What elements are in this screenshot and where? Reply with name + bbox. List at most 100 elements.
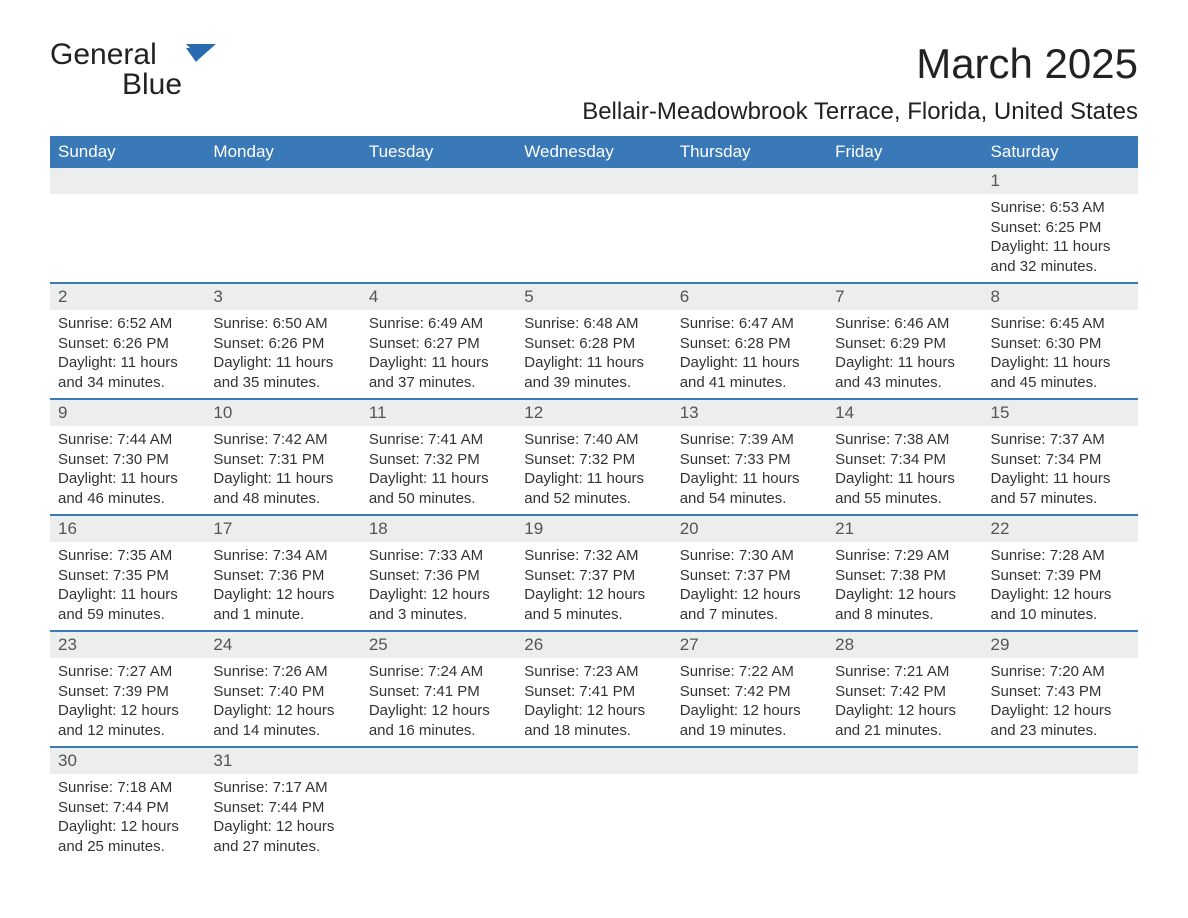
day-number: 15 [983,400,1138,426]
sunrise-line: Sunrise: 7:33 AM [369,546,508,566]
sunrise-line: Sunrise: 7:35 AM [58,546,197,566]
calendar-day-number-cell [205,168,360,194]
calendar-day-content-cell: Sunrise: 6:52 AMSunset: 6:26 PMDaylight:… [50,310,205,399]
day-header: Saturday [983,136,1138,168]
sunrise-line: Sunrise: 7:21 AM [835,662,974,682]
day-number: 31 [205,748,360,774]
day-number: 29 [983,632,1138,658]
calendar-day-number-cell [672,168,827,194]
sunset-line: Sunset: 7:42 PM [680,682,819,702]
calendar-day-content-cell: Sunrise: 6:53 AMSunset: 6:25 PMDaylight:… [983,194,1138,283]
day-content [516,194,671,224]
calendar-day-number-cell [361,747,516,774]
calendar-day-number-cell: 13 [672,399,827,426]
calendar-day-number-cell: 1 [983,168,1138,194]
sunrise-line: Sunrise: 7:29 AM [835,546,974,566]
sunset-line: Sunset: 6:28 PM [680,334,819,354]
sunrise-line: Sunrise: 7:37 AM [991,430,1130,450]
day-content: Sunrise: 7:29 AMSunset: 7:38 PMDaylight:… [827,542,982,630]
calendar-day-number-cell: 3 [205,283,360,310]
day-content: Sunrise: 7:22 AMSunset: 7:42 PMDaylight:… [672,658,827,746]
calendar-day-content-cell: Sunrise: 7:20 AMSunset: 7:43 PMDaylight:… [983,658,1138,747]
calendar-day-number-cell: 22 [983,515,1138,542]
day-number: 26 [516,632,671,658]
calendar-day-number-cell: 4 [361,283,516,310]
daylight-line: Daylight: 11 hours and 34 minutes. [58,353,197,392]
calendar-day-number-cell: 8 [983,283,1138,310]
calendar-day-content-cell [516,194,671,283]
calendar-day-number-cell [983,747,1138,774]
calendar-tbody: 1 Sunrise: 6:53 AMSunset: 6:25 PMDayligh… [50,168,1138,862]
day-number: 8 [983,284,1138,310]
sunrise-line: Sunrise: 7:26 AM [213,662,352,682]
calendar-day-content-cell: Sunrise: 7:22 AMSunset: 7:42 PMDaylight:… [672,658,827,747]
calendar-day-number-cell: 30 [50,747,205,774]
calendar-thead: SundayMondayTuesdayWednesdayThursdayFrid… [50,136,1138,168]
day-content: Sunrise: 6:53 AMSunset: 6:25 PMDaylight:… [983,194,1138,282]
calendar-day-content-cell: Sunrise: 7:40 AMSunset: 7:32 PMDaylight:… [516,426,671,515]
daylight-line: Daylight: 11 hours and 37 minutes. [369,353,508,392]
calendar-day-content-cell: Sunrise: 7:29 AMSunset: 7:38 PMDaylight:… [827,542,982,631]
calendar-day-content-cell [672,194,827,283]
calendar-day-number-cell: 25 [361,631,516,658]
day-number: 6 [672,284,827,310]
calendar-day-number-cell: 5 [516,283,671,310]
daylight-line: Daylight: 11 hours and 50 minutes. [369,469,508,508]
calendar-day-number-cell [50,168,205,194]
sunrise-line: Sunrise: 6:52 AM [58,314,197,334]
calendar-day-content-cell: Sunrise: 7:24 AMSunset: 7:41 PMDaylight:… [361,658,516,747]
sunrise-line: Sunrise: 7:24 AM [369,662,508,682]
sunset-line: Sunset: 7:30 PM [58,450,197,470]
calendar-table: SundayMondayTuesdayWednesdayThursdayFrid… [50,136,1138,862]
day-number: 27 [672,632,827,658]
daylight-line: Daylight: 12 hours and 3 minutes. [369,585,508,624]
daylight-line: Daylight: 11 hours and 48 minutes. [213,469,352,508]
day-content [361,774,516,804]
day-number: 30 [50,748,205,774]
calendar-day-content-cell: Sunrise: 6:46 AMSunset: 6:29 PMDaylight:… [827,310,982,399]
calendar-day-number-cell: 2 [50,283,205,310]
brand-name-b: Blue [122,68,182,101]
calendar-day-number-cell: 29 [983,631,1138,658]
calendar-day-content-cell: Sunrise: 7:32 AMSunset: 7:37 PMDaylight:… [516,542,671,631]
calendar-day-number-cell: 11 [361,399,516,426]
calendar-day-content-cell: Sunrise: 7:33 AMSunset: 7:36 PMDaylight:… [361,542,516,631]
day-content: Sunrise: 7:18 AMSunset: 7:44 PMDaylight:… [50,774,205,862]
day-number: 23 [50,632,205,658]
day-number: 1 [983,168,1138,194]
sunset-line: Sunset: 7:44 PM [213,798,352,818]
day-number: 4 [361,284,516,310]
calendar-day-content-cell: Sunrise: 6:50 AMSunset: 6:26 PMDaylight:… [205,310,360,399]
calendar-day-number-cell: 7 [827,283,982,310]
sunrise-line: Sunrise: 6:47 AM [680,314,819,334]
sunrise-line: Sunrise: 6:46 AM [835,314,974,334]
sunset-line: Sunset: 7:44 PM [58,798,197,818]
calendar-day-number-cell: 19 [516,515,671,542]
sunset-line: Sunset: 7:39 PM [991,566,1130,586]
day-header: Wednesday [516,136,671,168]
calendar-day-content-cell [205,194,360,283]
day-number: 7 [827,284,982,310]
daylight-line: Daylight: 12 hours and 1 minute. [213,585,352,624]
daylight-line: Daylight: 11 hours and 32 minutes. [991,237,1130,276]
day-number: 20 [672,516,827,542]
day-content: Sunrise: 7:30 AMSunset: 7:37 PMDaylight:… [672,542,827,630]
sunset-line: Sunset: 7:35 PM [58,566,197,586]
sunset-line: Sunset: 7:36 PM [213,566,352,586]
sunrise-line: Sunrise: 6:50 AM [213,314,352,334]
calendar-day-number-cell: 17 [205,515,360,542]
sunset-line: Sunset: 7:32 PM [524,450,663,470]
calendar-day-number-cell: 20 [672,515,827,542]
day-header: Friday [827,136,982,168]
day-number [50,168,205,194]
day-content: Sunrise: 6:46 AMSunset: 6:29 PMDaylight:… [827,310,982,398]
calendar-day-number-cell: 15 [983,399,1138,426]
day-content: Sunrise: 7:23 AMSunset: 7:41 PMDaylight:… [516,658,671,746]
day-number [361,748,516,774]
day-content: Sunrise: 7:42 AMSunset: 7:31 PMDaylight:… [205,426,360,514]
sunrise-line: Sunrise: 7:41 AM [369,430,508,450]
sunrise-line: Sunrise: 7:38 AM [835,430,974,450]
calendar-day-number-cell: 28 [827,631,982,658]
sunset-line: Sunset: 7:31 PM [213,450,352,470]
daylight-line: Daylight: 12 hours and 23 minutes. [991,701,1130,740]
